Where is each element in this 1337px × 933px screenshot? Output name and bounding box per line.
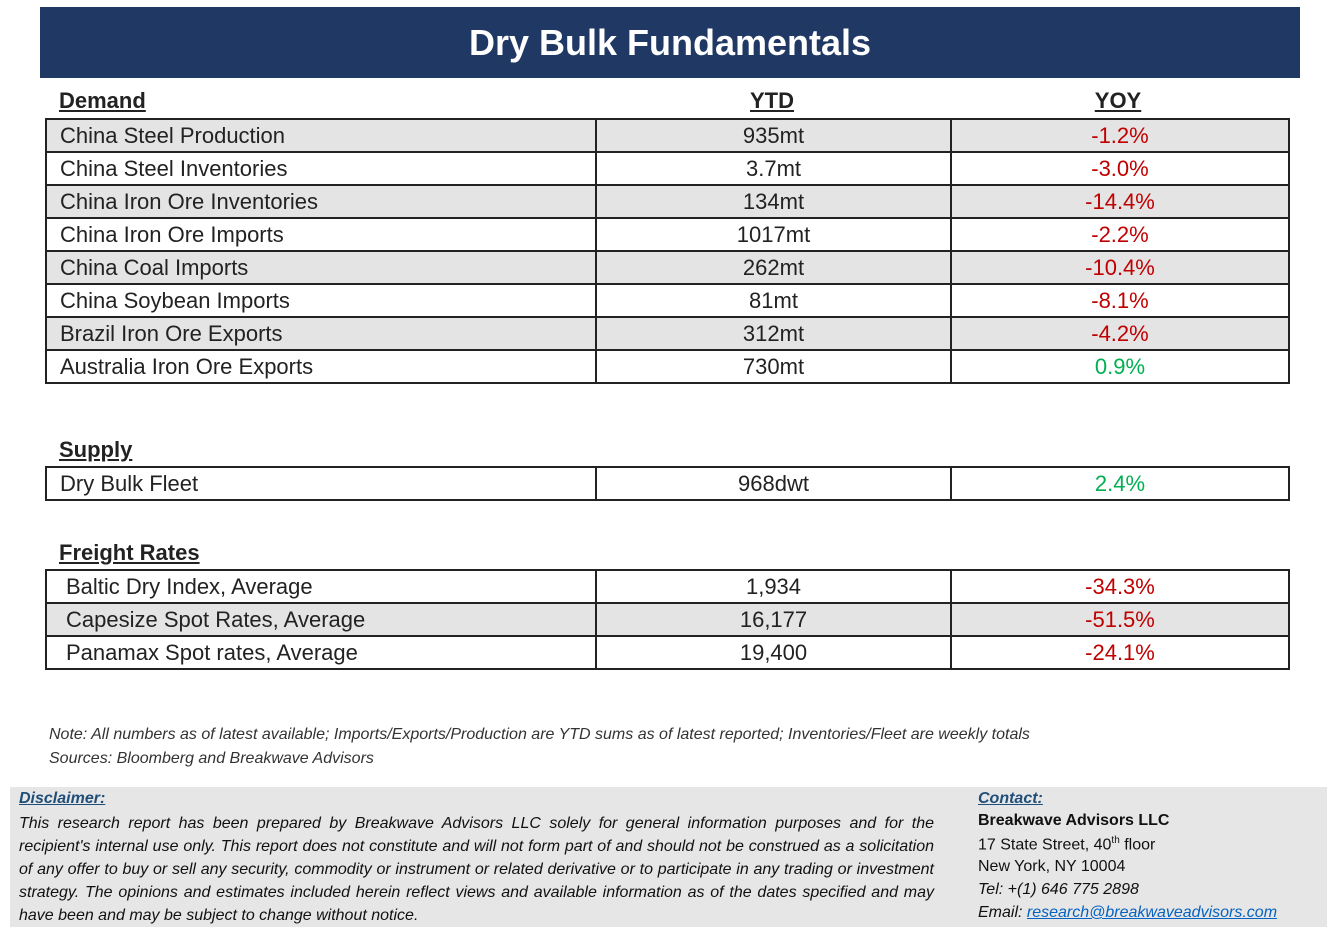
row-label: China Soybean Imports: [45, 283, 597, 318]
row-yoy-value: 0.9%: [950, 349, 1290, 384]
street-suffix: floor: [1119, 836, 1156, 854]
row-label: Dry Bulk Fleet: [45, 466, 597, 501]
table-row: Capesize Spot Rates, Average 16,177 -51.5%: [45, 602, 1290, 637]
row-ytd-value: 262mt: [595, 250, 952, 285]
sources-text: Sources: Bloomberg and Breakwave Advisor…: [49, 750, 374, 767]
contact-email-line: Email: research@breakwaveadvisors.com: [978, 904, 1277, 922]
table-row: China Soybean Imports 81mt -8.1%: [45, 283, 1290, 318]
row-label: Panamax Spot rates, Average: [45, 635, 597, 670]
row-ytd-value: 312mt: [595, 316, 952, 351]
table-row: Panamax Spot rates, Average 19,400 -24.1%: [45, 635, 1290, 670]
contact-phone: Tel: +(1) 646 775 2898: [978, 881, 1139, 898]
row-ytd-value: 935mt: [595, 118, 952, 153]
note-text: Note: All numbers as of latest available…: [49, 726, 1030, 743]
row-ytd-value: 1,934: [595, 569, 952, 604]
row-label: Australia Iron Ore Exports: [45, 349, 597, 384]
table-row: China Steel Inventories 3.7mt -3.0%: [45, 151, 1290, 186]
contact-heading: Contact:: [978, 790, 1043, 807]
disclaimer-text: This research report has been prepared b…: [19, 815, 934, 924]
row-ytd-value: 968dwt: [595, 466, 952, 501]
table-row: China Steel Production 935mt -1.2%: [45, 118, 1290, 153]
disclaimer-heading: Disclaimer:: [19, 790, 106, 807]
table-row: China Iron Ore Imports 1017mt -2.2%: [45, 217, 1290, 252]
street-sup: th: [1111, 835, 1120, 846]
row-ytd-value: 3.7mt: [595, 151, 952, 186]
contact-company: Breakwave Advisors LLC: [978, 812, 1170, 829]
row-yoy-value: -34.3%: [950, 569, 1290, 604]
email-link[interactable]: research@breakwaveadvisors.com: [1026, 904, 1278, 921]
row-yoy-value: -4.2%: [950, 316, 1290, 351]
row-label: China Steel Inventories: [45, 151, 597, 186]
table-row: China Iron Ore Inventories 134mt -14.4%: [45, 184, 1290, 219]
row-yoy-value: -24.1%: [950, 635, 1290, 670]
row-yoy-value: -1.2%: [950, 118, 1290, 153]
row-label: China Coal Imports: [45, 250, 597, 285]
footer-panel: Disclaimer: This research report has bee…: [10, 787, 1327, 927]
row-yoy-value: -10.4%: [950, 250, 1290, 285]
freight-rates-table: Baltic Dry Index, Average 1,934 -34.3% Cape…: [45, 569, 1290, 670]
freight-rates-heading: Freight Rates: [59, 540, 200, 565]
row-yoy-value: 2.4%: [950, 466, 1290, 501]
row-ytd-value: 16,177: [595, 602, 952, 637]
supply-table: Dry Bulk Fleet 968dwt 2.4%: [45, 466, 1290, 501]
row-ytd-value: 730mt: [595, 349, 952, 384]
table-row: China Coal Imports 262mt -10.4%: [45, 250, 1290, 285]
table-row: Dry Bulk Fleet 968dwt 2.4%: [45, 466, 1290, 501]
table-row: Baltic Dry Index, Average 1,934 -34.3%: [45, 569, 1290, 604]
row-ytd-value: 134mt: [595, 184, 952, 219]
row-label: Brazil Iron Ore Exports: [45, 316, 597, 351]
row-label: China Steel Production: [45, 118, 597, 153]
street-prefix: 17 State Street, 40: [978, 836, 1112, 854]
contact-city: New York, NY 10004: [978, 858, 1126, 875]
row-label: Baltic Dry Index, Average: [45, 569, 597, 604]
row-yoy-value: -14.4%: [950, 184, 1290, 219]
row-yoy-value: -2.2%: [950, 217, 1290, 252]
row-yoy-value: -3.0%: [950, 151, 1290, 186]
table-row: Brazil Iron Ore Exports 312mt -4.2%: [45, 316, 1290, 351]
row-ytd-value: 81mt: [595, 283, 952, 318]
ytd-column-header: YTD: [750, 88, 794, 113]
row-label: China Iron Ore Imports: [45, 217, 597, 252]
row-yoy-value: -51.5%: [950, 602, 1290, 637]
row-yoy-value: -8.1%: [950, 283, 1290, 318]
page-title: Dry Bulk Fundamentals: [40, 7, 1300, 78]
demand-heading: Demand: [59, 88, 146, 113]
yoy-column-header: YOY: [1094, 88, 1142, 113]
supply-heading: Supply: [59, 437, 133, 462]
row-ytd-value: 19,400: [595, 635, 952, 670]
table-row: Australia Iron Ore Exports 730mt 0.9%: [45, 349, 1290, 384]
demand-table: China Steel Production 935mt -1.2% China St…: [45, 118, 1290, 384]
email-label: Email:: [978, 904, 1027, 921]
row-label: Capesize Spot Rates, Average: [45, 602, 597, 637]
row-label: China Iron Ore Inventories: [45, 184, 597, 219]
row-ytd-value: 1017mt: [595, 217, 952, 252]
contact-street: 17 State Street, 40th floor: [978, 835, 1155, 854]
